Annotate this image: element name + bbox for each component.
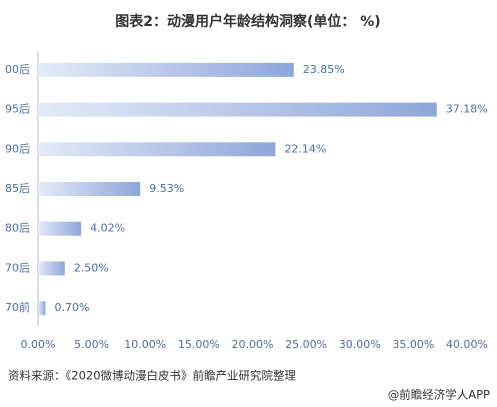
value-label: 23.85% xyxy=(303,63,345,76)
x-tick-label: 0.00% xyxy=(21,338,56,351)
bar xyxy=(38,301,46,316)
value-label: 0.70% xyxy=(55,301,90,314)
value-label: 9.53% xyxy=(149,182,184,195)
source: 资料来源：《2020微博动漫白皮书》前瞻产业研究院整理 xyxy=(8,369,297,383)
x-tick-label: 5.00% xyxy=(74,338,109,351)
y-tick-label: 70后 xyxy=(5,261,30,274)
x-tick-label: 35.00% xyxy=(392,338,434,351)
x-tick-label: 10.00% xyxy=(124,338,166,351)
y-tick-label: 95后 xyxy=(5,103,30,116)
y-tick-label: 85后 xyxy=(5,182,30,195)
y-tick-label: 90后 xyxy=(5,142,30,155)
x-tick-label: 25.00% xyxy=(285,338,327,351)
bar xyxy=(38,221,82,236)
bar xyxy=(38,102,437,117)
bar xyxy=(38,62,294,77)
y-tick-label: 70前 xyxy=(5,300,30,314)
value-label: 4.02% xyxy=(90,222,125,235)
y-tick-label: 80后 xyxy=(5,222,30,235)
bar xyxy=(38,142,276,157)
footer: @前瞻经济学人APP xyxy=(388,388,490,402)
y-tick-label: 00后 xyxy=(5,63,30,76)
x-tick-label: 15.00% xyxy=(178,338,220,351)
x-tick-label: 20.00% xyxy=(232,338,274,351)
bar xyxy=(38,182,141,196)
value-label: 37.18% xyxy=(446,103,488,116)
bar xyxy=(38,261,65,276)
chart-title: 图表2：动漫用户年龄结构洞察(单位： %) xyxy=(115,13,380,30)
value-label: 2.50% xyxy=(74,261,109,274)
x-tick-label: 30.00% xyxy=(339,338,381,351)
x-tick-label: 40.00% xyxy=(446,338,488,351)
value-label: 22.14% xyxy=(284,142,326,155)
